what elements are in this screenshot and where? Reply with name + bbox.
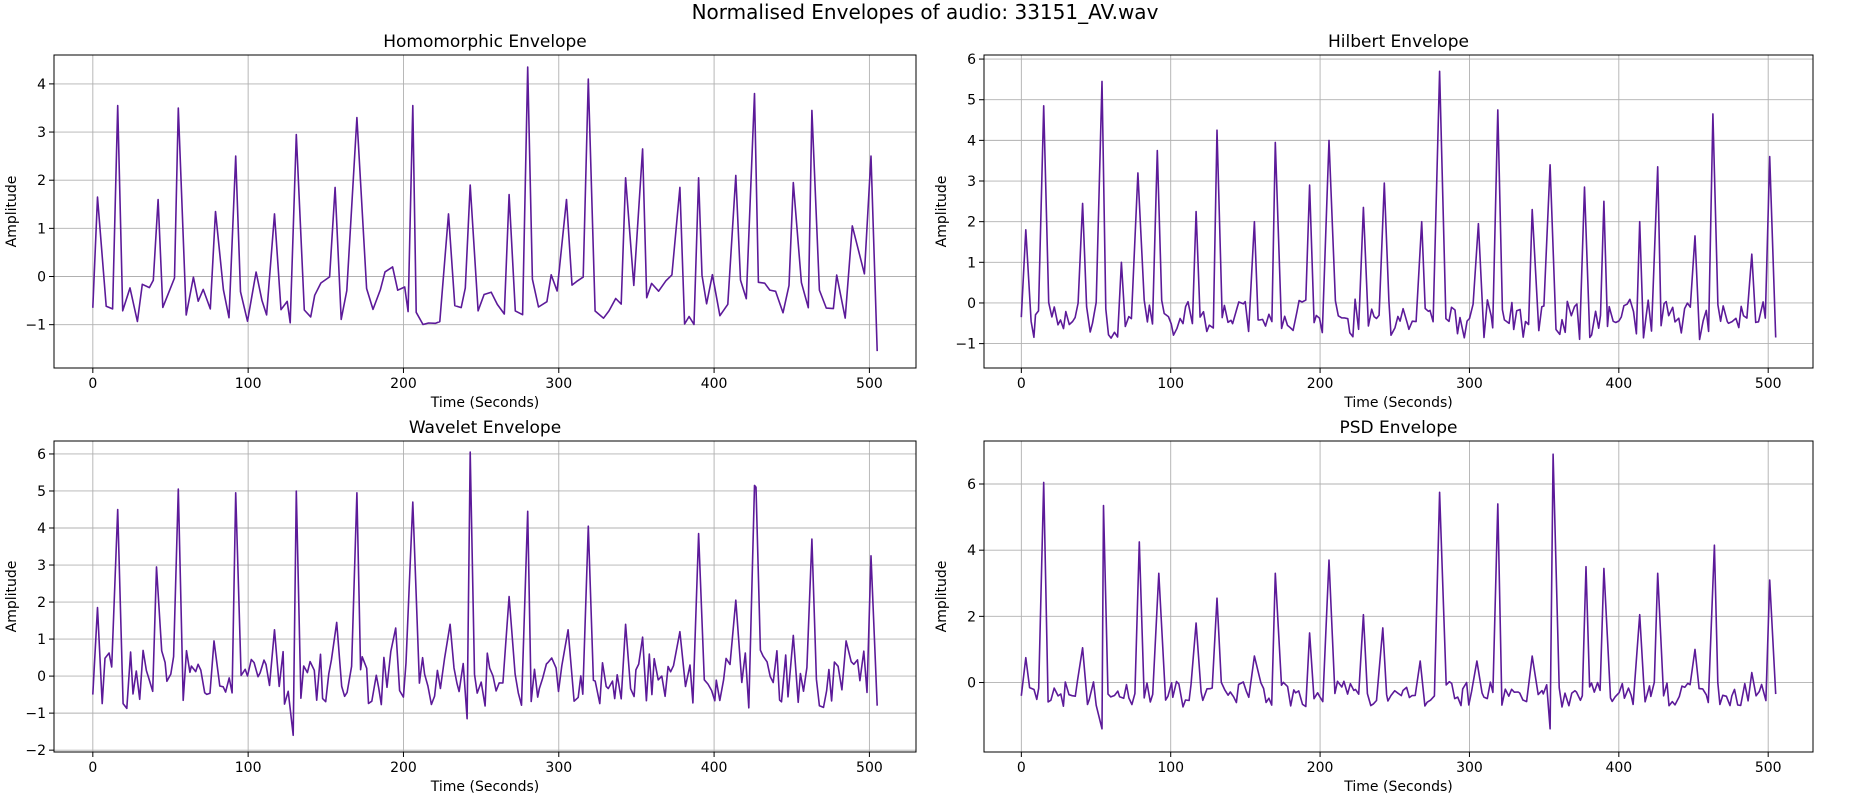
subplot-3: 0 100 200 300 400 500 −2 −1 0 1 2 3 4 5 6 Wavelet Envel… — [4, 418, 917, 795]
grid — [54, 55, 916, 368]
x-tick-label: 0 — [88, 376, 97, 392]
y-tick-label: 6 — [967, 52, 976, 68]
y-tick-label: 2 — [967, 215, 976, 231]
x-tick-label: 200 — [390, 760, 417, 776]
y-tick-label: 5 — [37, 484, 46, 500]
y-tick-label: 4 — [37, 521, 46, 537]
grid — [984, 441, 1813, 752]
y-tick-label: −1 — [25, 318, 46, 334]
plot-frame — [53, 54, 917, 369]
y-tick-label: 3 — [37, 125, 46, 141]
x-tick-label: 500 — [856, 760, 883, 776]
x-tick-label: 400 — [1605, 376, 1632, 392]
subplot-title: Wavelet Envelope — [409, 418, 561, 438]
x-tick-label: 100 — [1157, 760, 1184, 776]
x-tick-label: 300 — [1456, 760, 1483, 776]
x-tick-label: 400 — [701, 760, 728, 776]
y-tick-label: 4 — [37, 77, 46, 93]
plot-frame — [53, 440, 917, 753]
envelope-series-line — [1020, 453, 1777, 730]
plot-frame — [983, 54, 1814, 369]
y-tick-label: 4 — [967, 543, 976, 559]
y-tick-label: 6 — [967, 477, 976, 493]
x-tick-label: 100 — [1157, 376, 1184, 392]
y-tick-label: 0 — [967, 296, 976, 312]
y-tick-label: 2 — [967, 609, 976, 625]
x-tick-label: 0 — [88, 760, 97, 776]
y-tick-label: 5 — [967, 93, 976, 109]
x-tick-label: 200 — [1307, 760, 1334, 776]
y-tick-label: −1 — [25, 706, 46, 722]
subplot-title: Hilbert Envelope — [1328, 32, 1469, 52]
y-tick-label: 2 — [37, 595, 46, 611]
x-axis-label: Time (Seconds) — [1343, 779, 1452, 795]
grid — [54, 441, 916, 752]
x-tick-label: 500 — [1755, 760, 1782, 776]
x-tick-label: 400 — [701, 376, 728, 392]
y-axis-label: Amplitude — [4, 176, 20, 248]
y-tick-label: −2 — [25, 743, 46, 759]
y-tick-label: 0 — [37, 669, 46, 685]
x-tick-label: 100 — [235, 376, 262, 392]
y-tick-label: 0 — [37, 270, 46, 286]
y-tick-label: 1 — [37, 221, 46, 237]
x-tick-label: 500 — [1755, 376, 1782, 392]
x-tick-label: 300 — [545, 376, 572, 392]
subplot-4: 0 100 200 300 400 500 0 2 4 6 PSD Envelope Time (Se… — [934, 418, 1814, 795]
y-tick-label: 3 — [37, 558, 46, 574]
x-tick-label: 300 — [1456, 376, 1483, 392]
x-tick-label: 100 — [235, 760, 262, 776]
y-tick-label: 1 — [967, 255, 976, 271]
y-axis-label: Amplitude — [934, 561, 950, 633]
x-axis-label: Time (Seconds) — [1343, 395, 1452, 411]
y-tick-label: 2 — [37, 173, 46, 189]
envelope-series-line — [92, 451, 878, 737]
x-tick-label: 500 — [856, 376, 883, 392]
x-axis-label: Time (Seconds) — [430, 779, 539, 795]
subplot-2: 0 100 200 300 400 500 −1 0 1 2 3 4 5 6 Hilbert Envelop… — [934, 32, 1814, 411]
x-tick-label: 0 — [1017, 376, 1026, 392]
subplot-title: PSD Envelope — [1340, 418, 1458, 438]
x-axis-label: Time (Seconds) — [430, 395, 539, 411]
y-tick-label: 0 — [967, 676, 976, 692]
y-tick-label: 4 — [967, 133, 976, 149]
y-tick-label: 1 — [37, 632, 46, 648]
x-tick-label: 0 — [1017, 760, 1026, 776]
y-tick-label: 3 — [967, 174, 976, 190]
y-tick-label: −1 — [955, 337, 976, 353]
envelope-series-line — [1020, 70, 1777, 341]
envelope-series-line — [92, 66, 878, 352]
x-tick-label: 200 — [390, 376, 417, 392]
y-tick-label: 6 — [37, 447, 46, 463]
x-tick-label: 400 — [1605, 760, 1632, 776]
subplot-title: Homomorphic Envelope — [383, 32, 587, 52]
figure-suptitle: Normalised Envelopes of audio: 33151_AV.… — [692, 0, 1159, 24]
x-tick-label: 200 — [1307, 376, 1334, 392]
y-axis-label: Amplitude — [934, 176, 950, 248]
subplot-1: 0 100 200 300 400 500 −1 0 1 2 3 4 Homomorphic Envel… — [4, 32, 917, 411]
x-tick-label: 300 — [545, 760, 572, 776]
y-axis-label: Amplitude — [4, 561, 20, 633]
grid — [984, 55, 1813, 368]
plot-frame — [983, 440, 1814, 753]
